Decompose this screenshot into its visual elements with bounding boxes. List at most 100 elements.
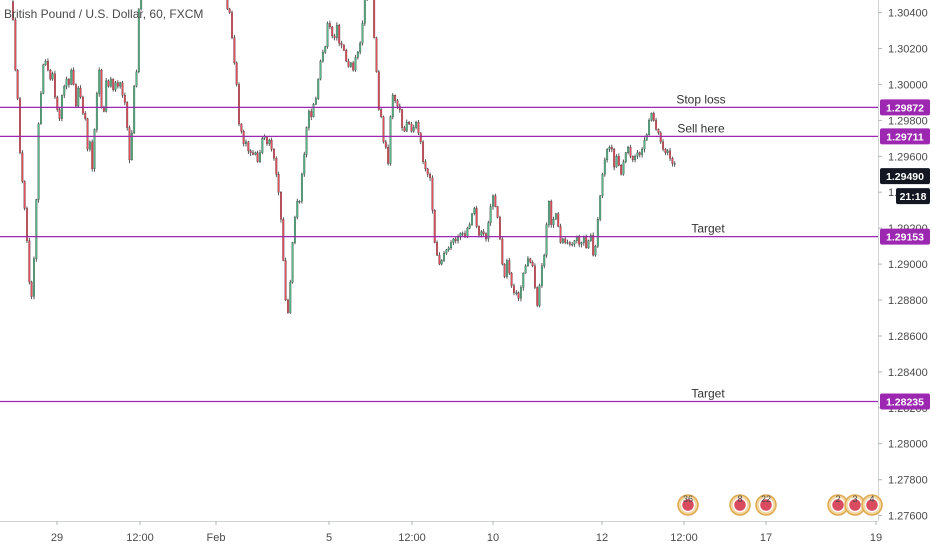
candle-body bbox=[475, 208, 478, 227]
candle-body bbox=[286, 299, 289, 313]
economic-event-icon[interactable]: 8 bbox=[729, 494, 751, 516]
candle-body bbox=[627, 147, 630, 153]
event-count: 36 bbox=[683, 494, 693, 504]
level-label: Target bbox=[691, 222, 725, 236]
candle-body bbox=[33, 258, 35, 297]
candle-body bbox=[266, 136, 268, 144]
candle-body bbox=[112, 78, 115, 90]
candle-body bbox=[382, 116, 385, 143]
candle-body bbox=[426, 168, 429, 175]
candle-body bbox=[135, 71, 138, 87]
candle-body bbox=[622, 161, 625, 175]
level-label: Stop loss bbox=[676, 92, 725, 106]
candle-body bbox=[47, 60, 49, 71]
candle-body bbox=[489, 206, 492, 223]
candle-body bbox=[319, 60, 322, 80]
candle-body bbox=[249, 150, 252, 153]
candle-body bbox=[333, 35, 336, 38]
candle-body bbox=[433, 210, 436, 243]
candle-body bbox=[314, 98, 317, 105]
candle-body bbox=[387, 147, 390, 164]
candle-body bbox=[501, 238, 504, 265]
price-tick-label: 1.28400 bbox=[888, 367, 928, 379]
candle-body bbox=[77, 87, 80, 107]
candle-body bbox=[652, 113, 655, 121]
candle-body bbox=[447, 247, 450, 250]
candle-body bbox=[596, 219, 599, 247]
candle-body bbox=[380, 109, 383, 117]
candle-body bbox=[317, 78, 320, 99]
candle-body bbox=[473, 208, 476, 214]
candle-body bbox=[557, 213, 560, 227]
candle-body bbox=[130, 132, 133, 161]
flag-icon-inner bbox=[680, 497, 696, 513]
candle-body bbox=[354, 57, 357, 71]
candle-body bbox=[49, 69, 52, 80]
candle-body bbox=[338, 24, 341, 44]
candle-body bbox=[102, 107, 105, 112]
time-tick-label: Feb bbox=[207, 532, 226, 544]
candle-body bbox=[643, 139, 646, 150]
candle-body bbox=[352, 62, 355, 71]
price-tick-label: 1.30200 bbox=[888, 44, 928, 56]
price-tick-label: 1.27600 bbox=[888, 511, 928, 523]
candle-body bbox=[284, 260, 287, 301]
chart-title: British Pound / U.S. Dollar, 60, FXCM bbox=[4, 7, 203, 21]
candle-body bbox=[440, 260, 443, 265]
event-count: 22 bbox=[761, 494, 771, 504]
candle-body bbox=[587, 240, 590, 249]
candle-body bbox=[531, 262, 534, 267]
price-tick-label: 1.28000 bbox=[888, 439, 928, 451]
candle-body bbox=[289, 281, 292, 313]
candle-body bbox=[610, 147, 613, 150]
candle-body bbox=[466, 228, 469, 238]
candle-body bbox=[74, 84, 77, 107]
event-count: 3 bbox=[852, 494, 857, 504]
candle-body bbox=[70, 69, 73, 85]
candle-body bbox=[573, 240, 576, 245]
candle-body bbox=[114, 82, 117, 90]
candle-body bbox=[450, 242, 452, 249]
candle-body bbox=[245, 141, 247, 144]
candle-body bbox=[137, 8, 140, 73]
candle-body bbox=[662, 141, 665, 150]
candle-body bbox=[21, 152, 24, 182]
candle-body bbox=[310, 111, 313, 117]
time-tick-label: 29 bbox=[51, 532, 63, 544]
time-axis[interactable]: 29 12:00 Feb 5 12:00 10 12 12:00 17 19 bbox=[51, 521, 882, 544]
candle-body bbox=[669, 150, 672, 159]
candle-body bbox=[16, 69, 19, 99]
candle-body bbox=[566, 242, 569, 244]
price-tick-label: 1.29800 bbox=[888, 115, 928, 127]
candle-body bbox=[81, 96, 84, 114]
candle-body bbox=[550, 201, 553, 225]
candle-body bbox=[231, 12, 233, 38]
candle-body bbox=[335, 24, 338, 38]
time-tick-label: 10 bbox=[487, 532, 499, 544]
candle-body bbox=[228, 8, 231, 13]
economic-event-icon[interactable]: 3 bbox=[844, 494, 866, 516]
candle-body bbox=[373, 0, 376, 38]
candle-body bbox=[254, 152, 257, 155]
candle-body bbox=[389, 116, 392, 164]
candle-body bbox=[480, 231, 483, 236]
candle-body bbox=[478, 226, 480, 236]
candle-body bbox=[510, 272, 513, 286]
candle-body bbox=[585, 236, 588, 249]
economic-event-icon[interactable]: 4 bbox=[861, 494, 883, 516]
economic-event-icon[interactable]: 22 bbox=[755, 494, 777, 516]
candle-body bbox=[496, 206, 499, 218]
candle-body bbox=[403, 127, 406, 132]
candle-body bbox=[468, 224, 471, 229]
candle-body bbox=[571, 244, 574, 246]
candle-body bbox=[140, 0, 143, 10]
candle-body bbox=[331, 26, 334, 37]
economic-event-icon[interactable]: 36 bbox=[677, 494, 699, 516]
candle-body bbox=[340, 42, 343, 46]
candle-body bbox=[471, 213, 473, 225]
candle-body bbox=[431, 177, 434, 211]
level-label: Sell here bbox=[677, 121, 725, 135]
